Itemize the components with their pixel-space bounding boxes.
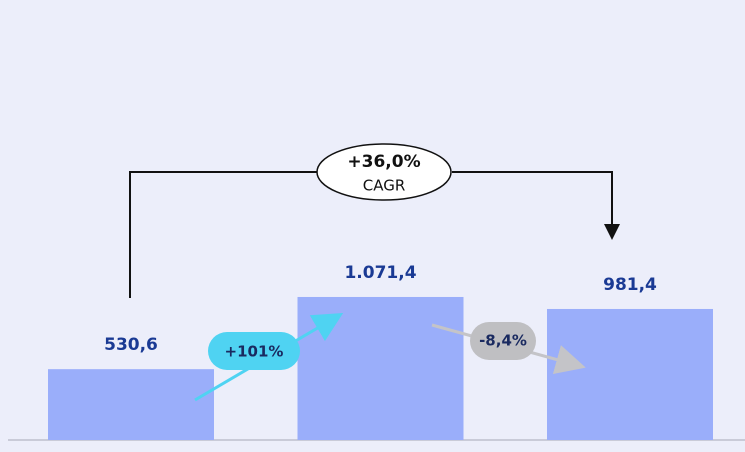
growth-pill xyxy=(208,332,300,370)
cagr-bracket xyxy=(129,171,613,298)
cagr-arrowhead xyxy=(604,224,620,240)
cagr-bubble xyxy=(316,143,452,201)
cagr-value: +36,0% xyxy=(347,152,420,172)
bar xyxy=(297,296,464,440)
decline-pill xyxy=(470,322,536,360)
value-label: 530,6 xyxy=(104,335,158,355)
cagr-label: CAGR xyxy=(363,177,406,195)
growth-label: +101% xyxy=(225,343,284,361)
bar xyxy=(48,369,214,440)
value-label: 981,4 xyxy=(603,275,657,295)
value-label: 1.071,4 xyxy=(344,263,416,283)
decline-label: -8,4% xyxy=(479,332,527,350)
bar xyxy=(547,308,713,440)
bars xyxy=(48,296,713,440)
